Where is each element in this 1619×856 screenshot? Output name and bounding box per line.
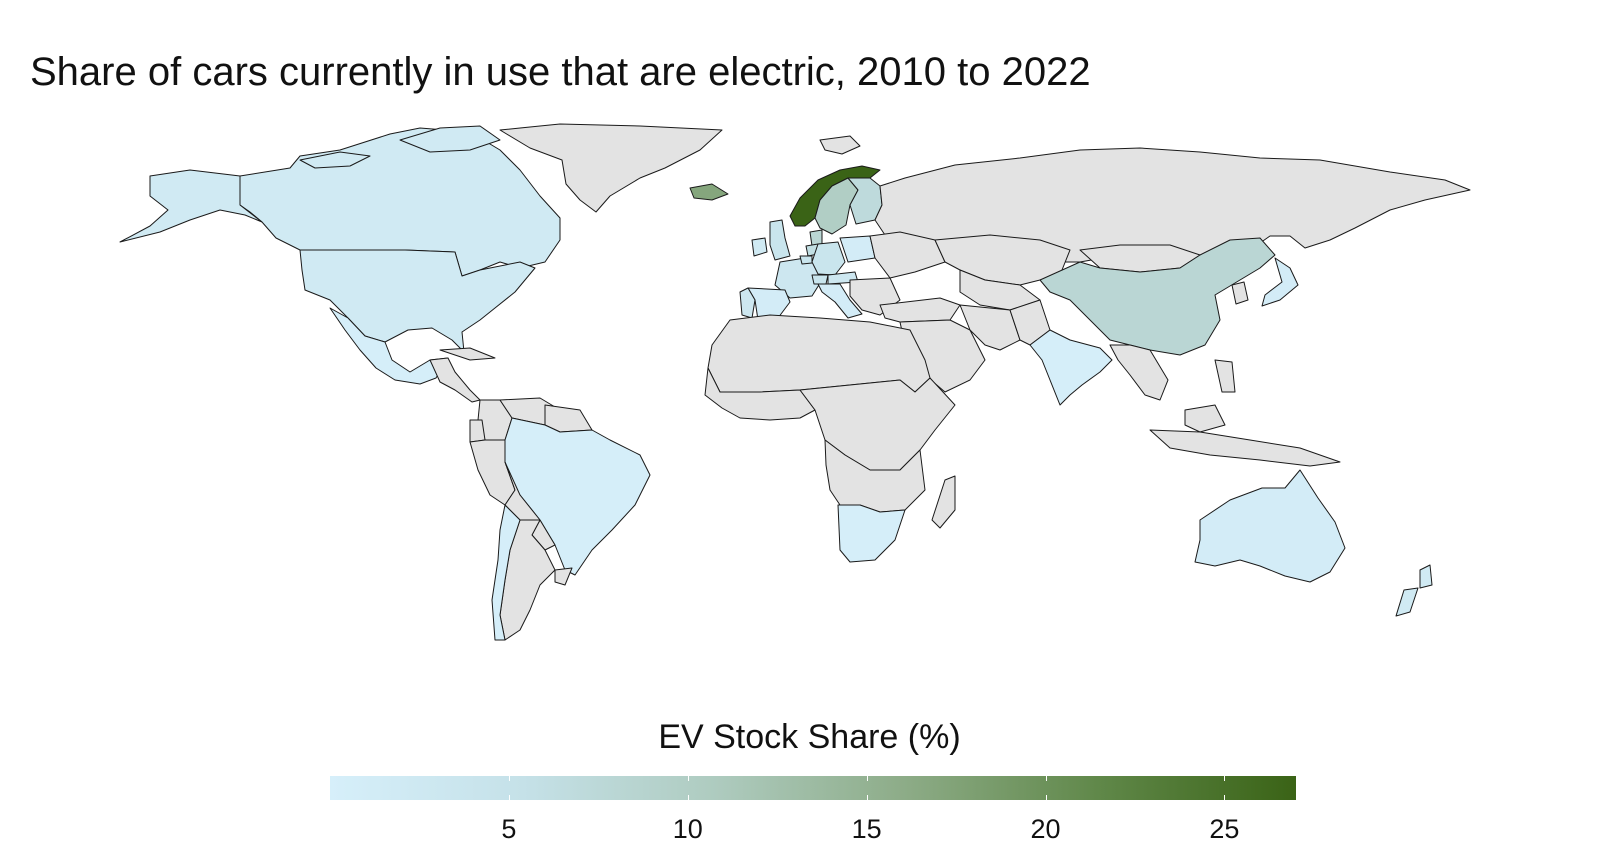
legend-title: EV Stock Share (%) [658, 718, 961, 756]
country-philippines[interactable] [1214, 359, 1236, 393]
legend-tick-mark [866, 776, 868, 781]
country-italy[interactable] [817, 283, 863, 319]
legend-tick-mark [687, 795, 689, 800]
country-india[interactable] [1029, 329, 1113, 406]
legend-tick-label: 25 [1209, 814, 1240, 844]
country-borneo[interactable] [1184, 404, 1226, 433]
country-eastern-europe[interactable] [869, 231, 946, 279]
country-germany[interactable] [811, 241, 846, 276]
legend-tick-mark [1224, 776, 1226, 781]
country-korea[interactable] [1231, 281, 1249, 305]
country-chile[interactable] [491, 504, 521, 641]
country-australia[interactable] [1194, 469, 1346, 583]
country-iceland[interactable] [689, 183, 729, 201]
legend-tick-mark [1045, 776, 1047, 781]
country-central-america[interactable] [429, 357, 481, 403]
country-switzerland[interactable] [811, 274, 829, 285]
world-map [119, 123, 1471, 641]
country-canada-islands-[interactable] [299, 151, 371, 169]
legend-tick-mark [687, 776, 689, 781]
country-africa-west[interactable] [704, 367, 816, 421]
country-china[interactable] [1039, 237, 1276, 356]
country-alaska[interactable] [119, 169, 263, 243]
country-ecuador[interactable] [469, 419, 486, 443]
country-japan[interactable] [1261, 257, 1299, 307]
country-ireland[interactable] [751, 237, 768, 257]
country-svalbard[interactable] [819, 135, 861, 155]
legend-tick-mark [1045, 795, 1047, 800]
legend-tick-mark [866, 795, 868, 800]
country-poland[interactable] [839, 235, 876, 263]
legend-tick-mark [1224, 795, 1226, 800]
legend-tick-label: 20 [1030, 814, 1061, 844]
country-uruguay[interactable] [554, 567, 573, 586]
country-canada-islands[interactable] [399, 125, 501, 153]
country-cuba[interactable] [439, 347, 496, 361]
country-united-kingdom[interactable] [769, 219, 791, 261]
legend-tick-label: 5 [501, 814, 517, 844]
legend-tick-mark [508, 795, 510, 800]
legend-color-scale [330, 776, 1296, 800]
country-new-zealand-south[interactable] [1395, 587, 1419, 617]
country-southeast-asia[interactable] [1109, 344, 1169, 401]
country-madagascar[interactable] [931, 475, 956, 529]
legend-tick-label: 15 [851, 814, 882, 844]
country-south-africa[interactable] [837, 504, 906, 563]
country-africa-central[interactable] [799, 377, 956, 471]
country-belgium[interactable] [799, 255, 813, 265]
country-portugal[interactable] [739, 287, 756, 319]
country-new-zealand[interactable] [1419, 564, 1433, 589]
legend-tick-label: 10 [672, 814, 703, 844]
country-indonesia[interactable] [1149, 429, 1341, 467]
country-greenland[interactable] [499, 123, 723, 213]
legend-tick-mark [508, 776, 510, 781]
map-title: Share of cars currently in use that are … [30, 50, 1091, 94]
country-united-states[interactable] [299, 249, 536, 353]
